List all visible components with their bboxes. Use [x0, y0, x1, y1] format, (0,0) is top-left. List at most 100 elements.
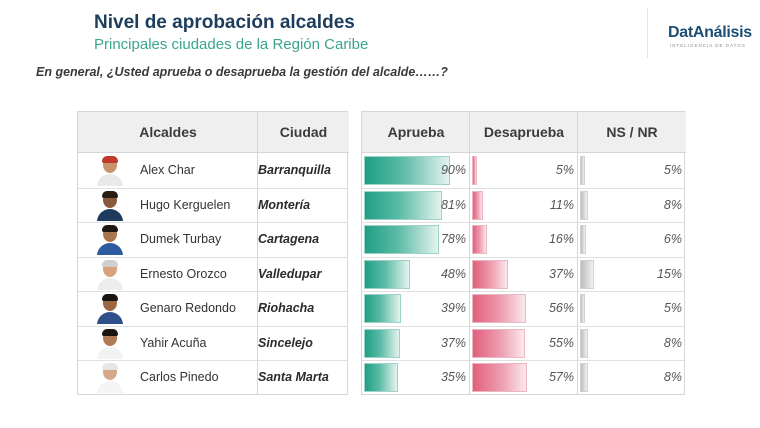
column-header-nsnr: NS / NR — [578, 112, 686, 153]
bar-aprueba — [364, 259, 411, 289]
mayor-photo — [96, 224, 124, 255]
bar-desaprueba — [472, 363, 527, 392]
column-divider — [577, 112, 578, 394]
column-header-aprueba: Aprueba — [362, 112, 470, 153]
mayor-photo — [96, 155, 124, 186]
photo-hair — [102, 156, 118, 163]
value-aprueba: 48% — [440, 266, 466, 281]
brand-tagline: INTELIGENCIA DE DATOS — [670, 43, 746, 48]
row-divider — [362, 325, 684, 327]
column-header-ciudad: Ciudad — [258, 112, 349, 153]
brand-logo: DatAnálisis — [668, 24, 752, 41]
value-nsnr: 5% — [663, 163, 682, 178]
row-divider — [362, 291, 684, 292]
city-name: Riohacha — [258, 301, 315, 316]
mayor-name: Dumek Turbay — [140, 232, 222, 247]
photo-hair — [102, 363, 118, 370]
bar-nsnr — [580, 225, 586, 254]
value-aprueba: 78% — [440, 232, 466, 247]
row-divider — [78, 222, 347, 223]
value-desaprueba: 57% — [548, 370, 574, 385]
value-nsnr: 6% — [663, 232, 682, 247]
bar-nsnr — [580, 328, 588, 358]
mayor-photo — [96, 293, 124, 324]
row-divider — [78, 291, 347, 292]
row-divider — [78, 187, 347, 189]
photo-body — [97, 381, 123, 393]
mayor-name: Genaro Redondo — [140, 301, 236, 316]
value-nsnr: 5% — [663, 301, 682, 316]
value-nsnr: 15% — [656, 266, 682, 281]
photo-hair — [102, 328, 118, 336]
bar-nsnr — [580, 363, 588, 392]
photo-body — [97, 208, 123, 221]
approval-table: Aprueba Desaprueba NS / NR 90% 5% 5% 81% 11%… — [361, 111, 686, 395]
photo-hair — [102, 259, 118, 267]
photo-hair — [102, 294, 118, 301]
row-divider — [362, 222, 684, 223]
bar-nsnr — [580, 294, 585, 323]
mayor-name: Alex Char — [140, 163, 195, 178]
value-desaprueba: 11% — [549, 197, 574, 212]
mayor-photo — [96, 362, 124, 393]
page-title: Nivel de aprobación alcaldes — [94, 12, 355, 33]
bar-aprueba — [364, 156, 451, 185]
city-name: Santa Marta — [258, 370, 329, 385]
value-desaprueba: 37% — [548, 266, 574, 281]
city-name: Sincelejo — [258, 335, 313, 350]
bar-desaprueba — [472, 328, 525, 358]
bar-desaprueba — [472, 225, 488, 254]
column-divider — [469, 112, 470, 394]
value-desaprueba: 55% — [548, 335, 574, 350]
bar-nsnr — [580, 190, 588, 220]
mayor-photo — [96, 328, 124, 359]
value-desaprueba: 5% — [555, 163, 574, 178]
bar-desaprueba — [472, 156, 477, 185]
photo-body — [97, 312, 123, 324]
mayor-name: Yahir Acuña — [140, 335, 207, 350]
mayor-photo — [96, 259, 124, 290]
mayor-name: Hugo Kerguelen — [140, 197, 231, 212]
mayor-photo — [96, 190, 124, 221]
value-nsnr: 8% — [663, 370, 682, 385]
value-aprueba: 81% — [440, 197, 466, 212]
photo-body — [97, 277, 123, 290]
city-name: Montería — [258, 197, 311, 212]
row-divider — [362, 187, 684, 189]
city-name: Cartagena — [258, 232, 320, 247]
survey-question: En general, ¿Usted aprueba o desaprueba … — [36, 65, 448, 79]
photo-body — [97, 174, 123, 186]
bar-nsnr — [580, 156, 585, 185]
bar-nsnr — [580, 259, 595, 289]
photo-hair — [102, 225, 118, 232]
value-nsnr: 8% — [663, 197, 682, 212]
row-divider — [78, 360, 347, 361]
row-divider — [78, 256, 347, 258]
city-name: Valledupar — [258, 266, 322, 281]
city-name: Barranquilla — [258, 163, 331, 178]
value-aprueba: 39% — [440, 301, 466, 316]
value-desaprueba: 56% — [548, 301, 574, 316]
mayor-name: Carlos Pinedo — [140, 370, 219, 385]
value-aprueba: 37% — [440, 335, 466, 350]
photo-body — [97, 346, 123, 359]
value-aprueba: 35% — [440, 370, 466, 385]
photo-hair — [102, 190, 118, 198]
bar-desaprueba — [472, 190, 483, 220]
bar-aprueba — [364, 363, 398, 392]
header-divider — [647, 8, 648, 58]
row-divider — [362, 360, 684, 361]
column-divider — [257, 112, 258, 394]
bar-aprueba — [364, 190, 442, 220]
column-header-alcaldes: Alcaldes — [78, 112, 258, 153]
row-divider — [78, 325, 347, 327]
bar-aprueba — [364, 328, 400, 358]
page-subtitle: Principales ciudades de la Región Caribe — [94, 36, 369, 53]
value-aprueba: 90% — [440, 163, 466, 178]
mayors-table: Alcaldes Ciudad Alex Char Barranquilla Hug… — [77, 111, 349, 395]
row-divider — [362, 256, 684, 258]
photo-body — [97, 243, 123, 255]
bar-aprueba — [364, 225, 439, 254]
value-desaprueba: 16% — [548, 232, 574, 247]
column-header-desaprueba: Desaprueba — [470, 112, 578, 153]
